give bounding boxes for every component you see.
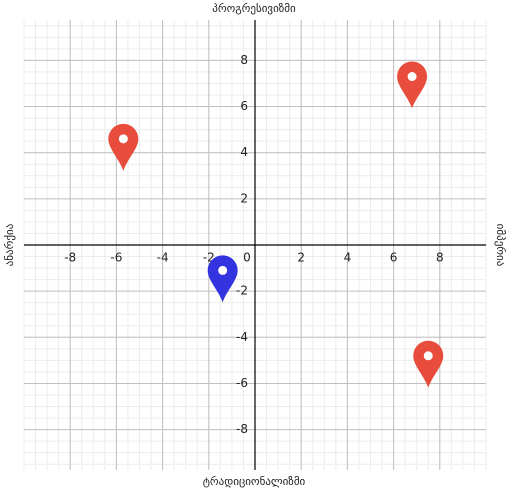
x-tick-label: 6 bbox=[390, 251, 398, 265]
y-tick-label: -4 bbox=[236, 330, 248, 344]
y-tick-label: -6 bbox=[236, 376, 248, 390]
map-pin bbox=[413, 340, 444, 388]
y-tick-label: 2 bbox=[240, 191, 248, 205]
x-tick-label: 4 bbox=[344, 251, 352, 265]
x-tick-label: -8 bbox=[64, 251, 76, 265]
y-tick-label: 6 bbox=[240, 99, 248, 113]
x-tick-label: 8 bbox=[436, 251, 444, 265]
x-tick-label: -4 bbox=[157, 251, 169, 265]
left-label: ანარქია bbox=[3, 223, 16, 266]
top-label: პროგრესივიზმი bbox=[212, 2, 296, 15]
y-tick-label: -8 bbox=[236, 422, 248, 436]
x-tick-label: 0 bbox=[243, 251, 251, 265]
map-pin bbox=[207, 255, 238, 303]
pin-dot bbox=[407, 72, 417, 82]
y-tick-label: -2 bbox=[236, 284, 248, 298]
right-label: იმპერია bbox=[494, 224, 507, 267]
pin-dot bbox=[423, 351, 433, 361]
x-tick-label: -6 bbox=[110, 251, 122, 265]
bottom-label: ტრადიციონალიზმი bbox=[203, 475, 306, 488]
x-tick-label: -2 bbox=[203, 251, 215, 265]
map-pin bbox=[108, 123, 139, 171]
map-pin bbox=[397, 61, 428, 109]
pin-dot bbox=[118, 134, 128, 144]
pin-dot bbox=[218, 265, 228, 275]
y-tick-label: 4 bbox=[240, 145, 248, 159]
y-tick-label: 8 bbox=[240, 53, 248, 67]
x-tick-label: 2 bbox=[297, 251, 305, 265]
